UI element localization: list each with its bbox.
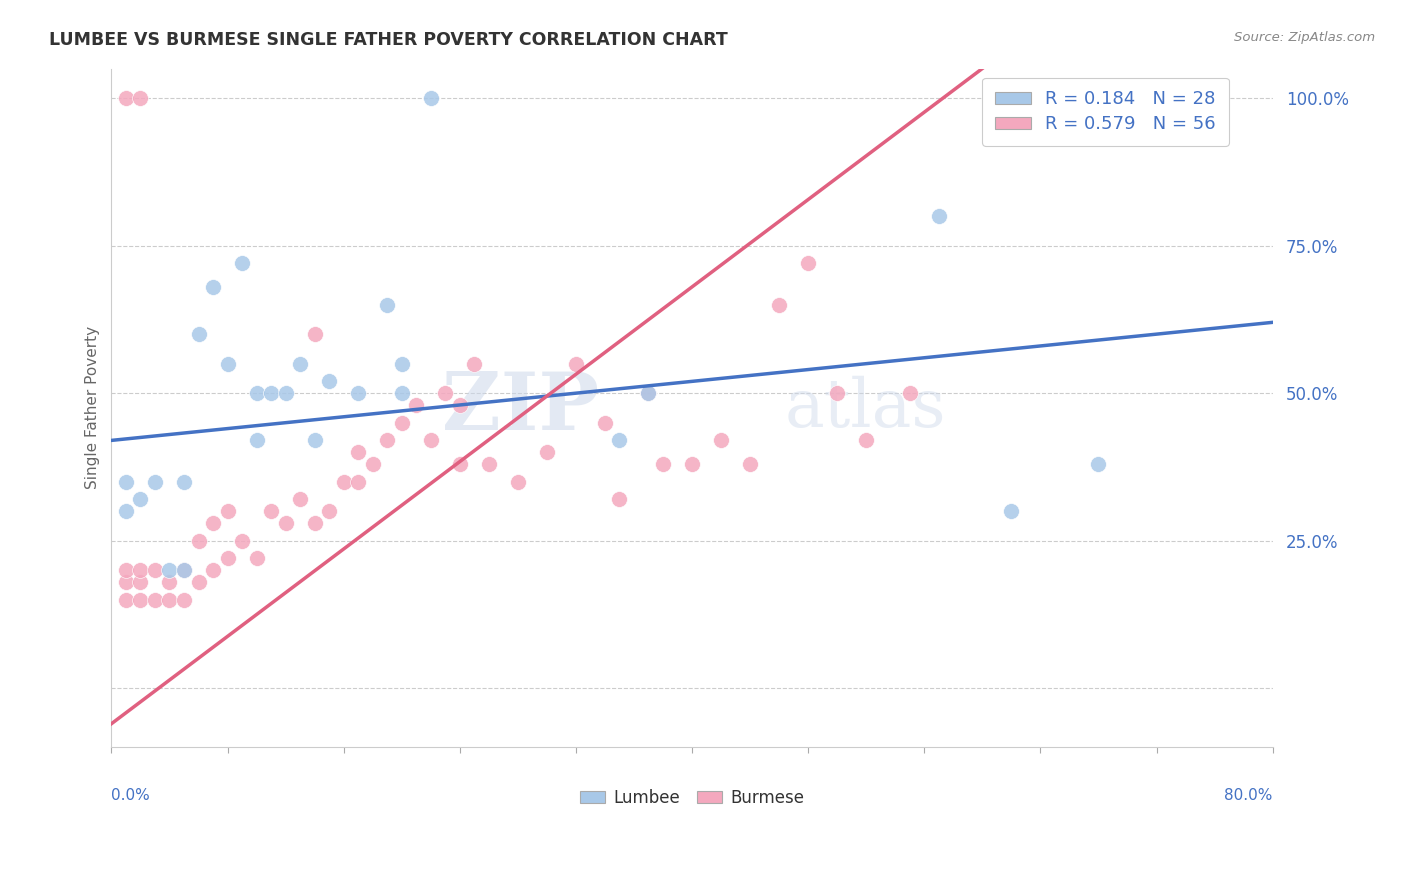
Point [129,91,152,105]
Point [304,327,326,342]
Point [637,386,659,401]
Point [332,475,354,489]
Point [637,386,659,401]
Point [609,492,631,507]
Point [217,551,239,566]
Point [129,563,152,577]
Point [129,592,152,607]
Point [129,492,152,507]
Point [288,357,311,371]
Point [391,416,413,430]
Text: 80.0%: 80.0% [1225,788,1272,803]
Point [115,504,138,518]
Point [260,386,283,401]
Point [245,434,267,448]
Point [288,492,311,507]
Legend: Lumbee, Burmese: Lumbee, Burmese [574,782,811,814]
Point [217,357,239,371]
Point [159,575,181,590]
Point [710,434,733,448]
Point [419,91,441,105]
Point [202,563,225,577]
Point [115,475,138,489]
Point [318,504,340,518]
Point [797,256,820,270]
Point [536,445,558,459]
Point [245,551,267,566]
Point [347,386,370,401]
Point [202,280,225,294]
Point [609,434,631,448]
Point [217,504,239,518]
Point [419,434,441,448]
Point [143,475,166,489]
Text: ZIP: ZIP [441,369,599,447]
Point [187,533,209,548]
Point [173,563,195,577]
Point [1087,457,1109,471]
Point [173,475,195,489]
Point [449,457,471,471]
Point [274,386,297,401]
Point [129,575,152,590]
Point [928,209,950,223]
Point [187,327,209,342]
Point [449,398,471,412]
Point [593,416,616,430]
Point [347,445,370,459]
Point [768,298,790,312]
Point [405,398,427,412]
Point [245,386,267,401]
Point [478,457,501,471]
Point [115,575,138,590]
Point [565,357,588,371]
Point [202,516,225,530]
Point [375,434,398,448]
Point [304,434,326,448]
Point [304,516,326,530]
Text: atlas: atlas [785,376,946,441]
Point [173,563,195,577]
Text: LUMBEE VS BURMESE SINGLE FATHER POVERTY CORRELATION CHART: LUMBEE VS BURMESE SINGLE FATHER POVERTY … [49,31,728,49]
Point [375,298,398,312]
Point [159,592,181,607]
Point [825,386,848,401]
Point [231,256,253,270]
Point [173,592,195,607]
Point [318,375,340,389]
Point [391,386,413,401]
Point [115,592,138,607]
Text: 0.0%: 0.0% [111,788,150,803]
Point [347,475,370,489]
Point [652,457,675,471]
Point [506,475,529,489]
Point [1000,504,1022,518]
Point [391,357,413,371]
Point [463,357,485,371]
Point [115,563,138,577]
Point [115,91,138,105]
Point [274,516,297,530]
Point [159,563,181,577]
Point [681,457,703,471]
Point [231,533,253,548]
Point [143,563,166,577]
Point [260,504,283,518]
Y-axis label: Single Father Poverty: Single Father Poverty [86,326,100,490]
Point [187,575,209,590]
Point [898,386,921,401]
Point [143,592,166,607]
Point [855,434,877,448]
Point [434,386,457,401]
Point [361,457,384,471]
Point [738,457,761,471]
Text: Source: ZipAtlas.com: Source: ZipAtlas.com [1234,31,1375,45]
